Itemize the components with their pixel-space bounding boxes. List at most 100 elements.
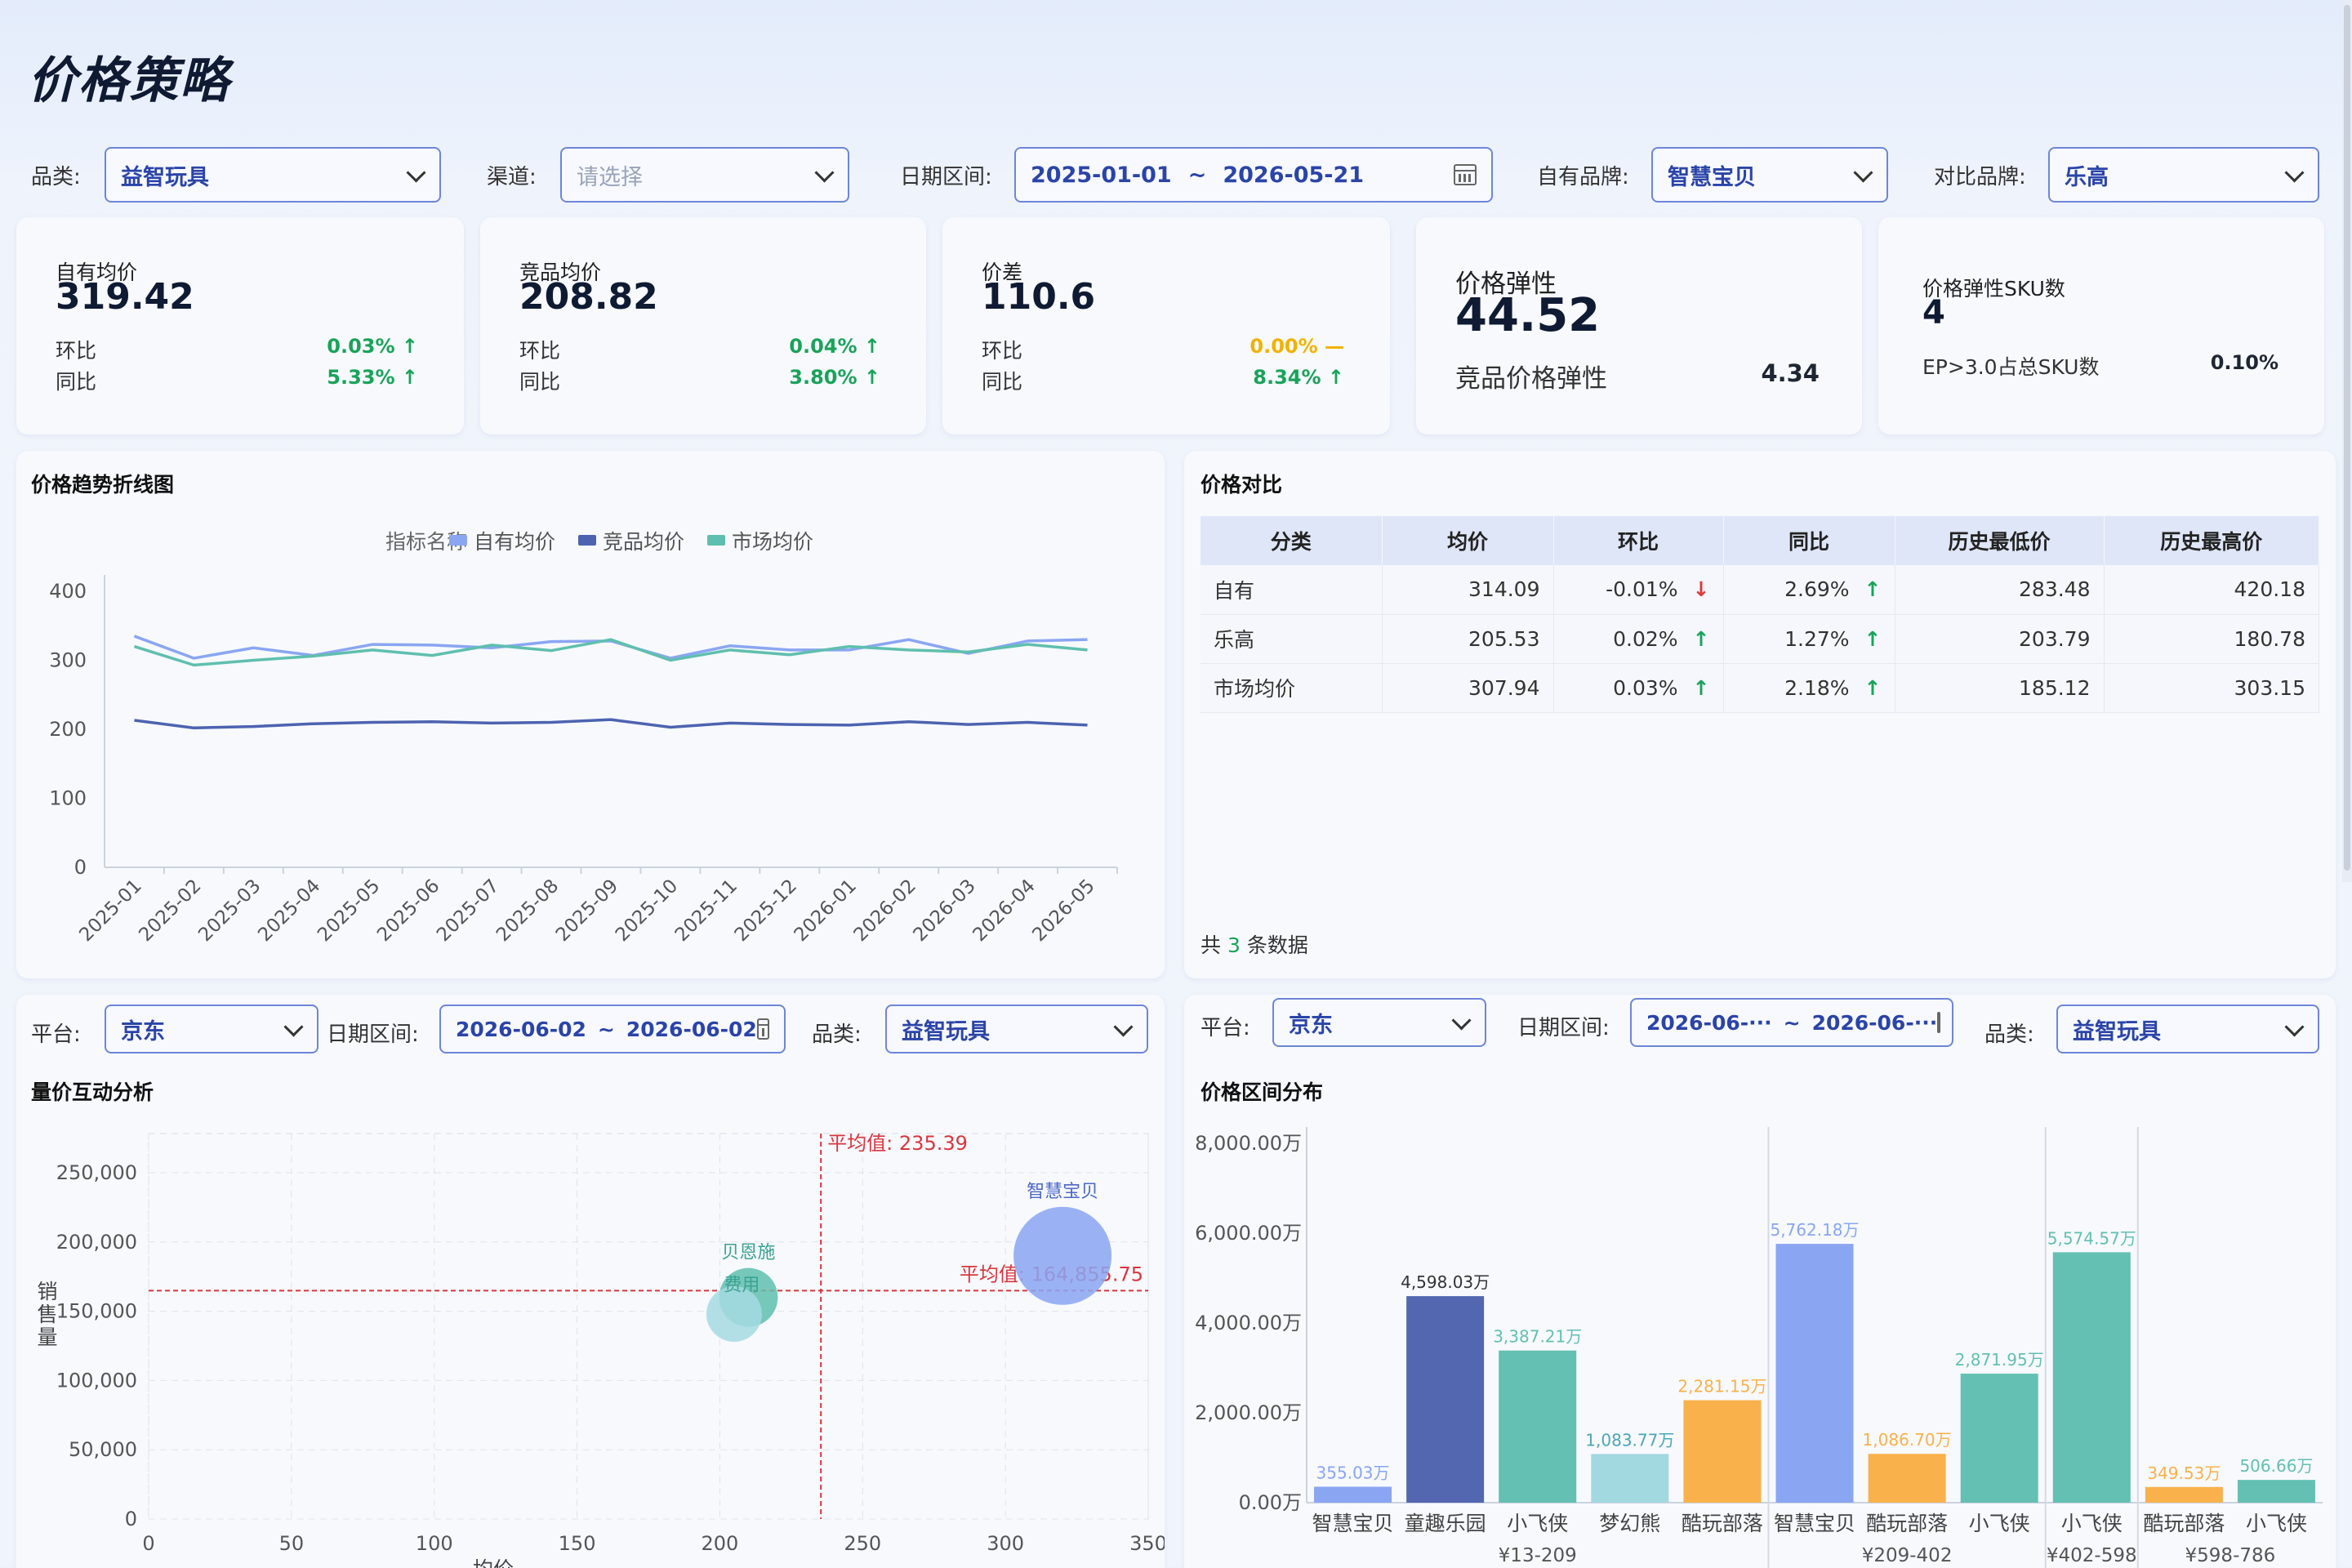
plot-frame [148,1133,1149,1520]
chevron-down-icon [2285,166,2303,184]
bar-value-label: 1,086.70万 [1863,1430,1952,1450]
y-tick-label: 250,000 [56,1161,137,1184]
kpi-label: 价差 [982,261,1023,284]
y-tick-label: 400 [49,580,87,603]
col-header[interactable]: 分类 [1200,516,1383,565]
kpi-value: 208.82 [519,276,658,318]
x-tick-label: 2026-04 [969,875,1039,946]
bar-category-label: 小飞侠 [1507,1512,1568,1535]
group-label: ¥402-598 [2047,1545,2137,1566]
x-tick-label: 200 [702,1532,739,1555]
category-label: 品类: [812,1022,862,1047]
calendar-icon[interactable] [1454,164,1477,185]
platform-select[interactable]: 京东 [1272,998,1486,1047]
x-tick-label: 2025-07 [433,875,503,946]
own-brand-value: 智慧宝贝 [1668,164,1756,190]
chevron-down-icon [1114,1020,1132,1038]
x-tick-label: 2025-10 [612,875,682,946]
col-header[interactable]: 历史最高价 [2104,516,2319,565]
y-axis-label: 售 [37,1303,57,1326]
page-scrollbar[interactable] [2342,0,2352,882]
x-tick-label: 2025-05 [314,875,384,946]
cell-avg: 314.09 [1382,565,1554,615]
y-tick-label: 150,000 [56,1300,137,1323]
cell-avg: 307.94 [1382,663,1554,713]
date-end[interactable]: 2026-05-21 [1223,162,1365,188]
y-tick-label: 4,000.00万 [1195,1312,1302,1334]
channel-select[interactable]: 请选择 [560,147,849,203]
bar-category-label: 小飞侠 [2246,1512,2307,1535]
mom-value: 0.03% ↑ [327,335,418,358]
category-select[interactable]: 益智玩具 [2056,1004,2319,1054]
table-row[interactable]: 市场均价 307.94 0.03% ↑ 2.18% ↑ 185.12 303.15 [1200,663,2319,713]
col-header[interactable]: 环比 [1553,516,1724,565]
x-tick-label: 2026-02 [850,875,920,946]
date-start[interactable]: 2026-06-02 [456,1017,586,1041]
x-tick-label: 300 [987,1532,1024,1555]
yoy-label: 同比 [56,370,97,394]
cell-mom: 0.03% ↑ [1553,663,1724,713]
y-axis-label: 量 [37,1325,57,1349]
platform-value: 京东 [1289,1012,1333,1038]
bar-value-label: 3,387.21万 [1493,1327,1582,1347]
bar-value-label: 2,281.15万 [1677,1377,1766,1396]
arrow-up-icon: ↑ [1692,626,1710,651]
x-tick-label: 0 [142,1532,154,1555]
y-tick-label: 300 [49,649,87,672]
date-start[interactable]: 2026-06-··· [1646,1010,1772,1035]
bar-value-label: 2,871.95万 [1955,1350,2044,1370]
bar [1499,1350,1577,1503]
x-tick-label: 100 [416,1532,453,1555]
category-value: 益智玩具 [121,164,209,190]
kpi-label: 自有均价 [56,261,138,284]
legend-swatch [578,535,596,546]
date-range-picker[interactable]: 2026-06-02 ~ 2026-06-02 [439,1004,786,1054]
row-count: 3 [1227,933,1241,957]
col-header[interactable]: 历史最低价 [1895,516,2105,565]
table-row[interactable]: 乐高 205.53 0.02% ↑ 1.27% ↑ 203.79 180.78 [1200,614,2319,664]
series-line [134,718,1088,730]
category-select[interactable]: 益智玩具 [885,1004,1148,1054]
compare-brand-select[interactable]: 乐高 [2048,147,2319,203]
kpi-card-elasticity: 价格弹性 44.52 竞品价格弹性 4.34 [1416,217,1862,434]
group-label: ¥13-209 [1499,1545,1577,1566]
x-tick-label: 350 [1129,1532,1165,1555]
date-range-picker[interactable]: 2026-06-··· ~ 2026-06-··· [1630,998,1953,1047]
platform-value: 京东 [121,1018,165,1045]
calendar-icon[interactable] [1937,1012,1941,1033]
kpi-card-own-avg: 自有均价 319.42 环比 0.03% ↑ 同比 5.33% ↑ [16,217,464,434]
col-header[interactable]: 同比 [1723,516,1895,565]
bar-category-label: 智慧宝贝 [1312,1512,1394,1535]
date-end[interactable]: 2026-06-02 [626,1017,757,1041]
mom-label: 环比 [56,339,97,363]
y-tick-label: 50,000 [69,1438,137,1461]
legend-label: 竞品均价 [603,530,684,554]
bar [2237,1480,2315,1503]
date-range-picker[interactable]: 2025-01-01 ~ 2026-05-21 [1014,147,1493,203]
category-select[interactable]: 益智玩具 [105,147,441,203]
bubble [706,1285,762,1342]
table-row[interactable]: 自有 314.09 -0.01% ↓ 2.69% ↑ 283.48 420.18 [1200,565,2319,615]
x-axis-label: 均价 [473,1557,514,1568]
chevron-down-icon [1452,1013,1470,1031]
calendar-icon[interactable] [756,1018,769,1040]
x-tick-label: 2026-05 [1028,875,1098,946]
cell-avg: 205.53 [1382,614,1554,664]
trend-title: 价格趋势折线图 [31,473,175,497]
own-brand-select[interactable]: 智慧宝贝 [1651,147,1888,203]
yoy-value: 5.33% ↑ [327,366,418,389]
date-start[interactable]: 2025-01-01 [1031,162,1172,188]
bubble-chart: 0 50,000 100,000 150,000 200,000 250,000 0 50 10… [37,1132,1165,1568]
date-separator: ~ [1187,162,1207,188]
series-line [133,638,1088,667]
date-end[interactable]: 2026-06-··· [1811,1010,1938,1035]
chevron-down-icon [815,166,833,184]
col-header[interactable]: 均价 [1382,516,1554,565]
y-tick-label: 6,000.00万 [1195,1222,1302,1245]
cell-mom: -0.01% ↓ [1553,565,1724,615]
platform-select[interactable]: 京东 [105,1004,318,1054]
y-tick-label: 0 [125,1508,137,1530]
bubble-label: 费用 [724,1276,760,1296]
arrow-down-icon: ↓ [1692,577,1710,602]
date-label: 日期区间: [327,1022,419,1047]
